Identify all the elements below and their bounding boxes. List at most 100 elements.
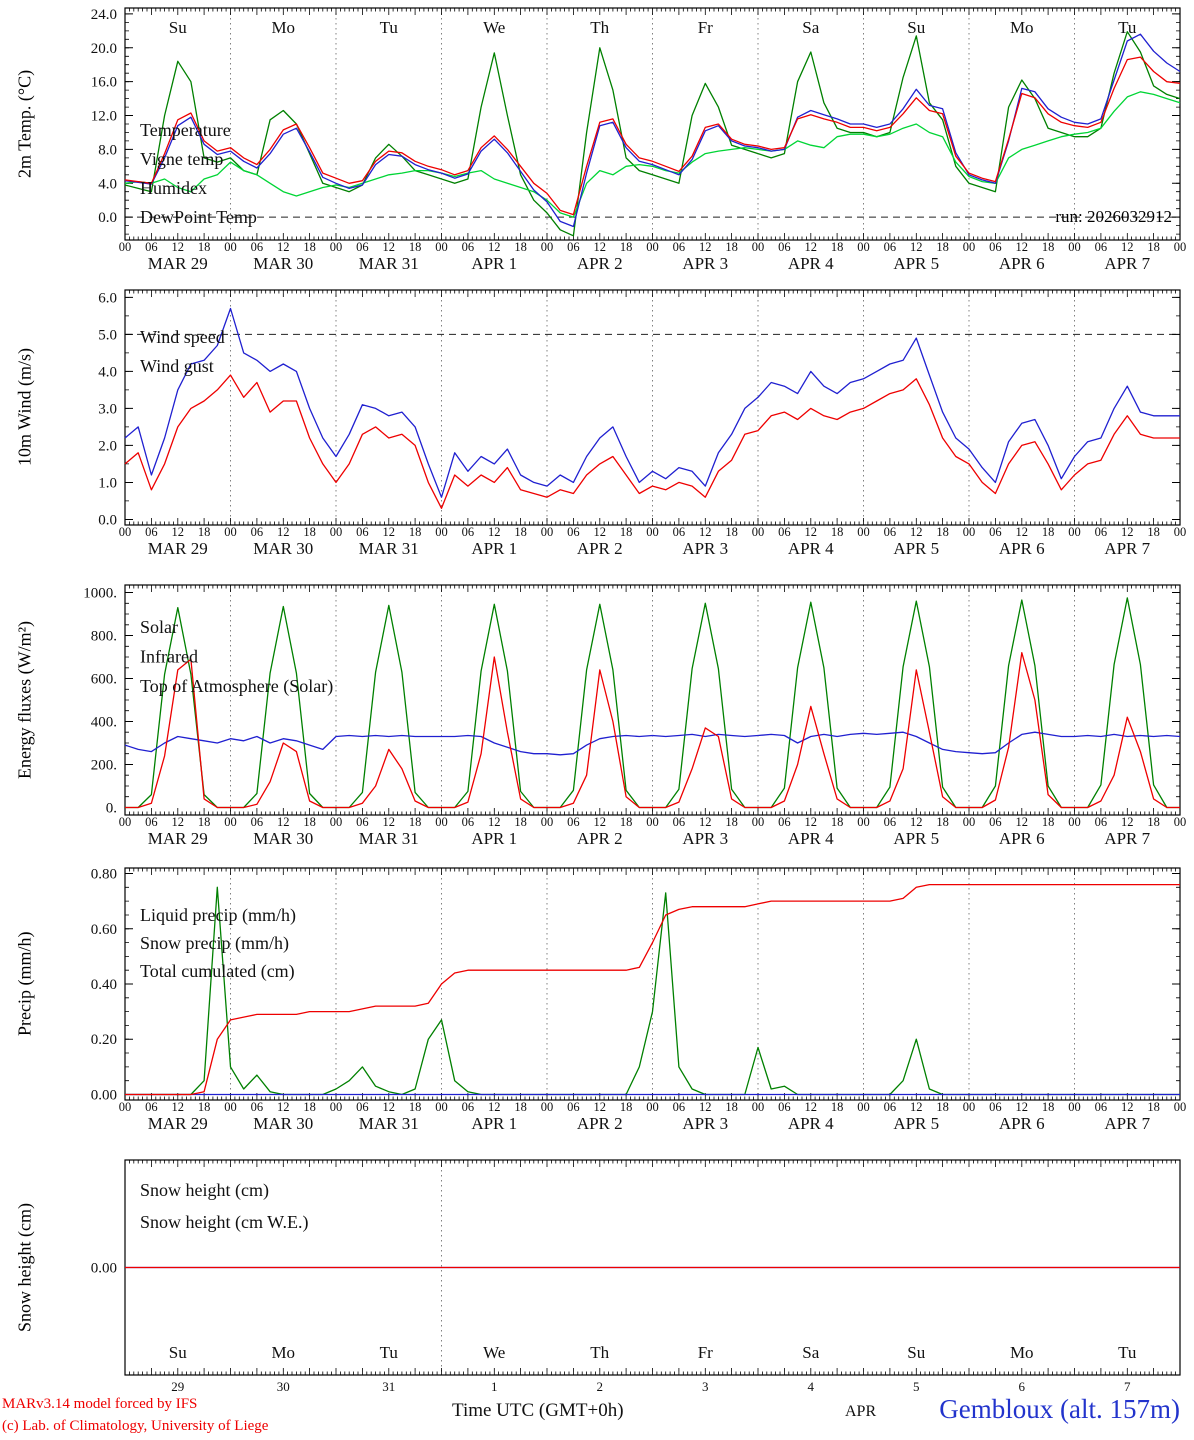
tick-label: 00 xyxy=(119,240,132,254)
day-label: Mo xyxy=(271,1343,295,1362)
panel-snow: 0.00 Snow height (cm) Snow height (cm W.E.… xyxy=(91,1159,1181,1376)
tick-label: 18 xyxy=(831,525,844,539)
tick-label: 12 xyxy=(383,525,396,539)
tick-label: 00 xyxy=(1068,1100,1081,1114)
tick-label: 18 xyxy=(514,1100,527,1114)
yt-label: 800. xyxy=(91,629,117,645)
yt-label: 0.20 xyxy=(91,1032,117,1048)
tick-label: 00 xyxy=(963,1100,976,1114)
leg-label: Liquid precip (mm/h) xyxy=(140,905,296,926)
tick-label: 18 xyxy=(514,525,527,539)
tick-label: 00 xyxy=(857,815,870,829)
yt-label: 8.0 xyxy=(98,142,117,158)
tick-label: 06 xyxy=(356,525,369,539)
tick-label: 18 xyxy=(303,525,316,539)
tick-label: 12 xyxy=(910,1100,923,1114)
series-solar xyxy=(125,652,1180,809)
series-total-cumulated xyxy=(125,883,1180,1096)
date-label: APR 2 xyxy=(577,1114,623,1133)
tick-label: 00 xyxy=(119,815,132,829)
tick-label: 00 xyxy=(224,1100,237,1114)
date-label: APR 4 xyxy=(788,539,834,558)
tick-label: 12 xyxy=(277,525,290,539)
tick-label: 18 xyxy=(620,525,633,539)
tick-label: 18 xyxy=(198,1100,211,1114)
date-label: APR 7 xyxy=(1104,539,1150,558)
date-label: APR 6 xyxy=(999,539,1045,558)
panel-border xyxy=(124,584,1181,816)
yt-label: 0.00 xyxy=(91,1261,117,1277)
tick-label: 00 xyxy=(119,525,132,539)
yt-label: 0.00 xyxy=(91,1087,117,1103)
tick-label: 06 xyxy=(356,240,369,254)
tick-label: 12 xyxy=(383,240,396,254)
yt-label: 12.0 xyxy=(91,109,117,125)
run-label: run: 2026032912 xyxy=(1055,207,1172,226)
panel-temperature: 0.0 4.0 8.0 12.0 16.0 20.0 24.0 Temperature Vign… xyxy=(91,7,1187,273)
leg-label: Snow precip (mm/h) xyxy=(140,933,289,954)
day-label: Su xyxy=(907,1343,925,1362)
tick-label: 00 xyxy=(963,240,976,254)
tick-label: 06 xyxy=(989,525,1002,539)
tick-label: 12 xyxy=(172,525,185,539)
day-label: Tu xyxy=(380,18,399,37)
tick-label: 12 xyxy=(594,815,607,829)
panel-energy: 0. 200. 400. 600. 800. 1000. Solar Infrared Top … xyxy=(83,584,1186,848)
tick-label: 00 xyxy=(541,815,554,829)
tick-label: 00 xyxy=(1174,240,1187,254)
tick-label: 06 xyxy=(673,815,686,829)
tick-label: 06 xyxy=(884,815,897,829)
tick-label: 06 xyxy=(1095,525,1108,539)
date-label: MAR 31 xyxy=(359,539,419,558)
date-label: MAR 29 xyxy=(148,1114,208,1133)
tick-label: 18 xyxy=(409,240,422,254)
tick-label: 06 xyxy=(1095,240,1108,254)
tick-label: 00 xyxy=(646,1100,659,1114)
yt-label: 0.0 xyxy=(98,512,117,528)
tick-label: 12 xyxy=(594,525,607,539)
tick-label: 18 xyxy=(409,525,422,539)
tick-label: 18 xyxy=(198,815,211,829)
tick-label: 18 xyxy=(936,1100,949,1114)
date-label: APR 2 xyxy=(577,539,623,558)
tick-label: 06 xyxy=(251,525,264,539)
tick-label: 06 xyxy=(673,240,686,254)
month-label: APR xyxy=(845,1403,877,1420)
tick-label: 18 xyxy=(1147,815,1160,829)
date-label: APR 7 xyxy=(1104,1114,1150,1133)
tick-label: 06 xyxy=(673,1100,686,1114)
yt-label: 400. xyxy=(91,714,117,730)
tick-label: 12 xyxy=(594,1100,607,1114)
date-label: APR 2 xyxy=(577,254,623,273)
tick-label: 18 xyxy=(303,815,316,829)
tick-label: 06 xyxy=(989,1100,1002,1114)
date-label: APR 1 xyxy=(471,1114,517,1133)
tick-label: 00 xyxy=(330,1100,343,1114)
date-label: MAR 31 xyxy=(359,1114,419,1133)
tick-label: 00 xyxy=(119,1100,132,1114)
day-label: Su xyxy=(169,18,187,37)
date-label: APR 6 xyxy=(999,254,1045,273)
tick-label: 12 xyxy=(1016,1100,1029,1114)
tick-label: 00 xyxy=(1068,525,1081,539)
tick-label: 06 xyxy=(462,525,475,539)
y-axis-title-temperature: 2m Temp. (°C) xyxy=(14,69,35,179)
date-label: APR 5 xyxy=(893,254,939,273)
yt-label: 16.0 xyxy=(91,75,117,91)
footer-model-credit: MARv3.14 model forced by IFS xyxy=(2,1396,198,1412)
tick-label: 06 xyxy=(145,525,158,539)
tick-label: 00 xyxy=(752,815,765,829)
tick-label: 18 xyxy=(198,240,211,254)
tick-label: 06 xyxy=(356,1100,369,1114)
tick-label: 12 xyxy=(699,1100,712,1114)
yt-label: 4.0 xyxy=(98,364,117,380)
day-label: Tu xyxy=(1118,1343,1137,1362)
tick-label: 12 xyxy=(488,525,501,539)
y-axis-title-energy: Energy fluxes (W/m²) xyxy=(14,620,35,780)
panel-border xyxy=(124,7,1181,241)
series-vigne-temp xyxy=(124,31,1181,237)
tick-label: 12 xyxy=(805,240,818,254)
tick-label: 06 xyxy=(884,525,897,539)
yt-label: 5.0 xyxy=(98,327,117,343)
